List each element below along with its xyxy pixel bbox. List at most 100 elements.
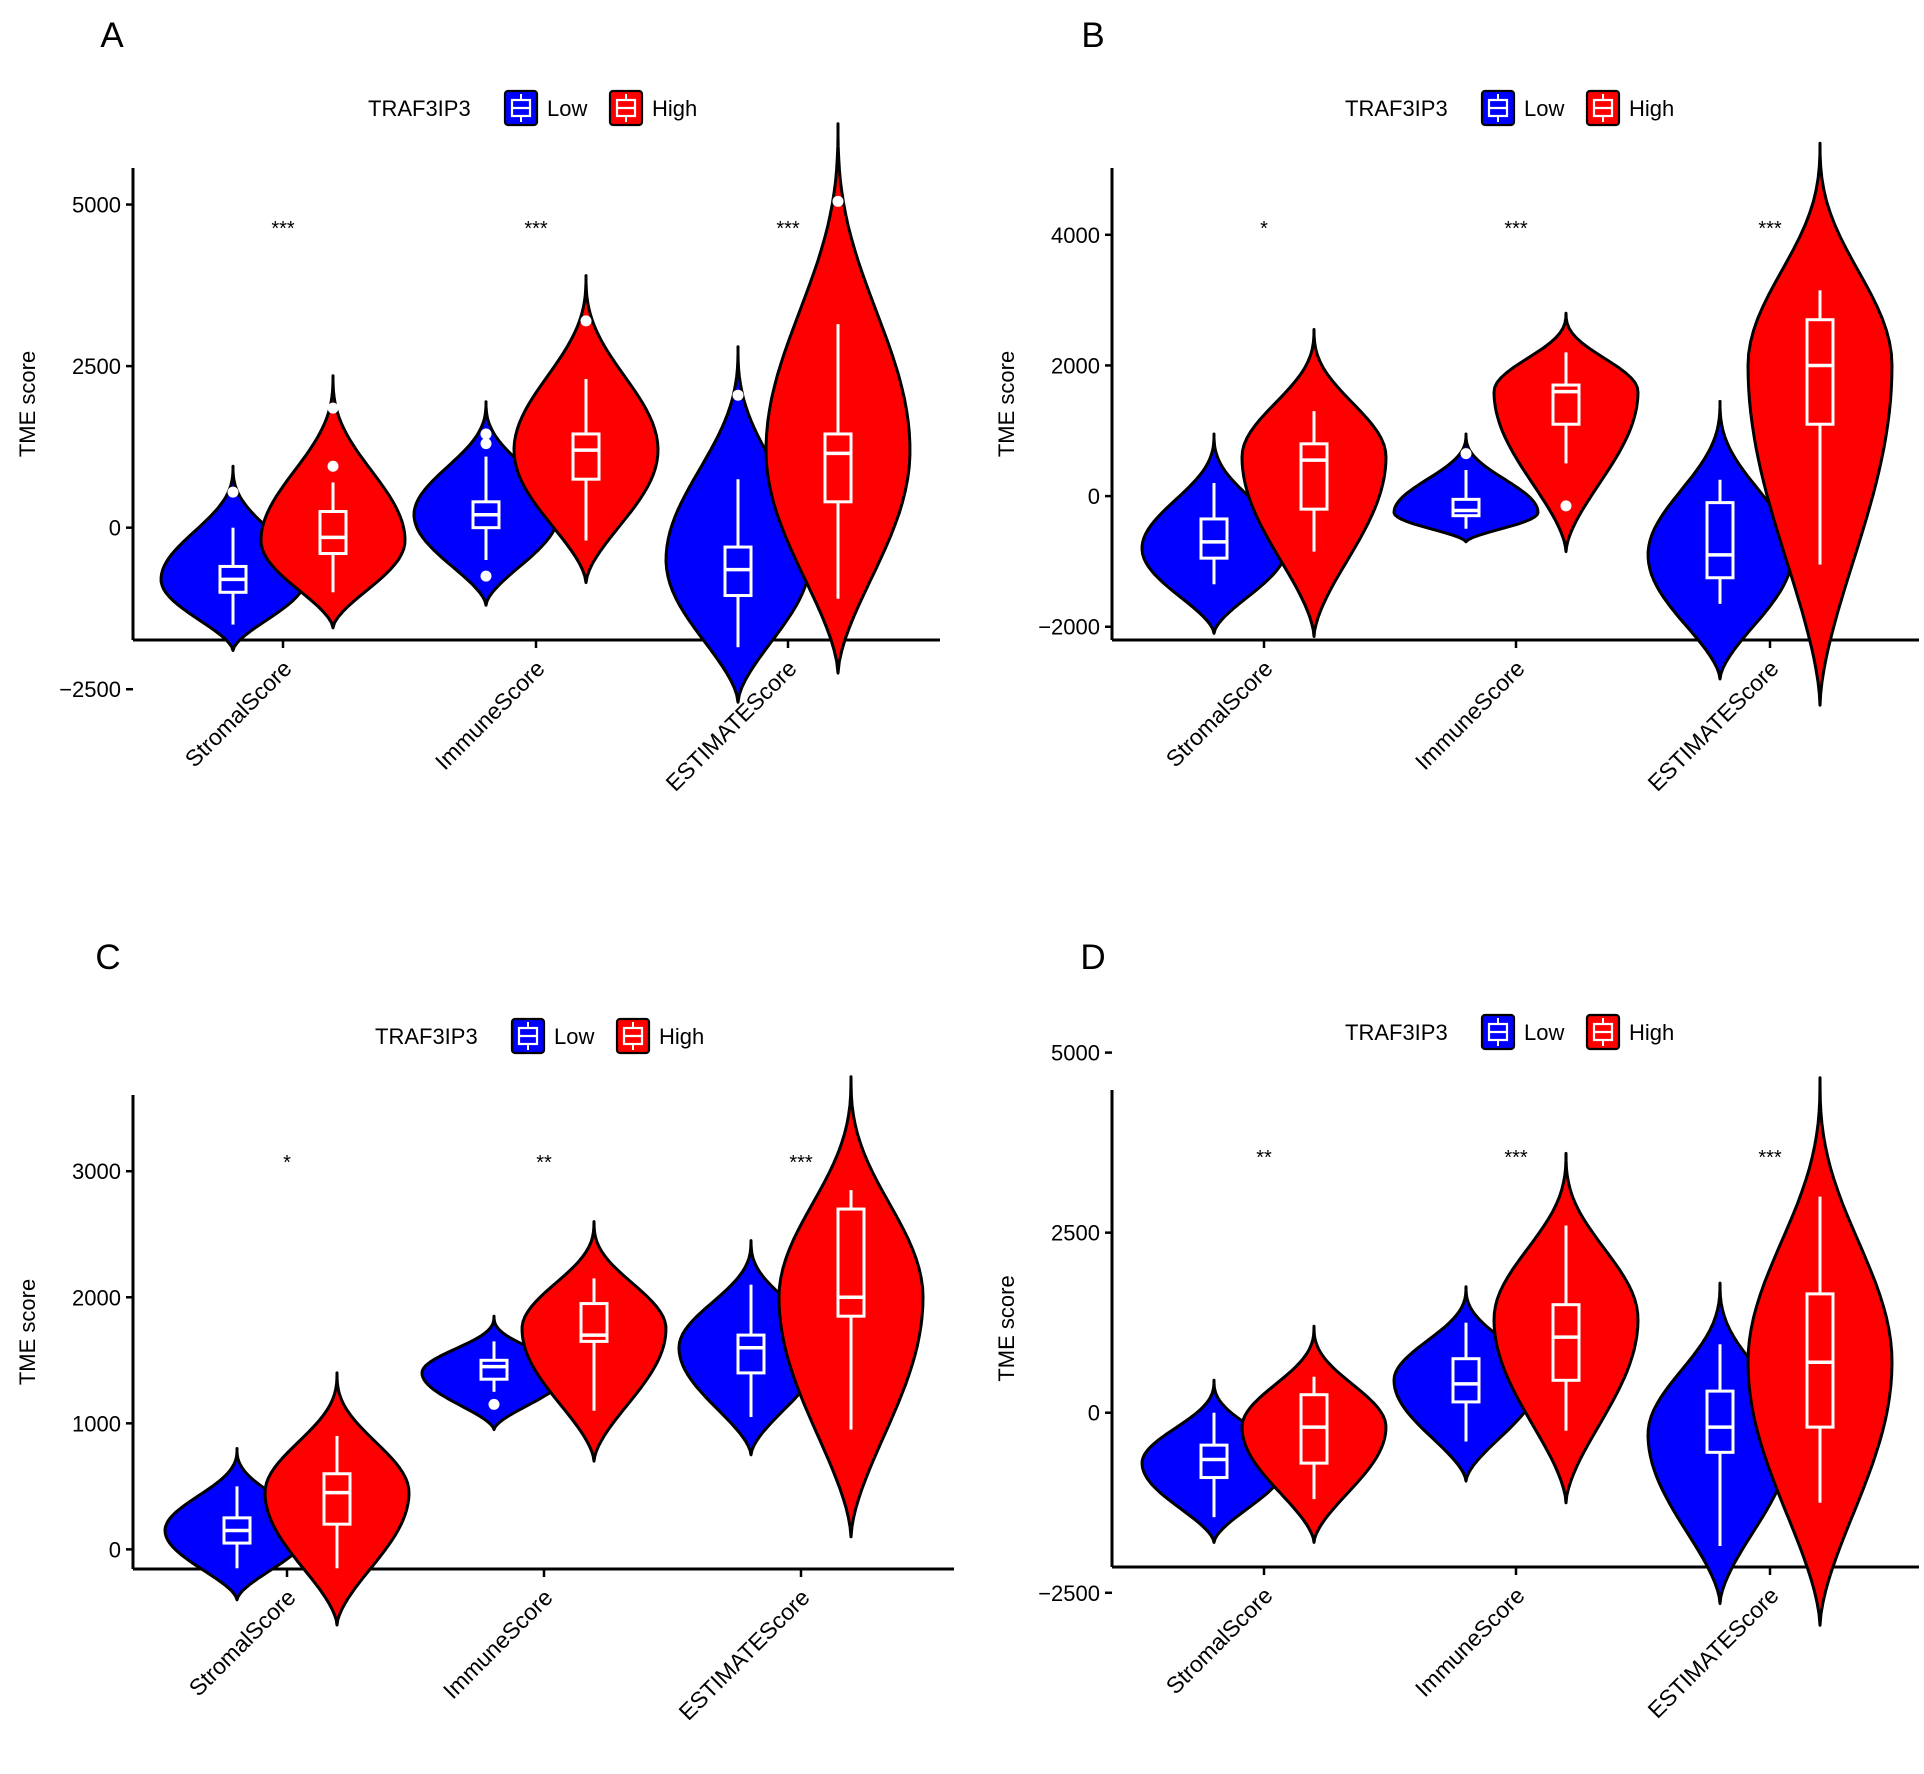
x-tick-label: StromalScore [180, 655, 297, 772]
y-tick-label: −2500 [59, 677, 121, 702]
legend-key-high: High [615, 1017, 704, 1055]
box [579, 1302, 609, 1343]
outlier-point [488, 1398, 500, 1410]
y-axis-title: TME score [15, 351, 40, 457]
panel-label: D [1080, 938, 1105, 977]
violin-shape [1746, 1076, 1894, 1627]
x-tick-label: ImmuneScore [430, 655, 550, 775]
violin-shape [1240, 328, 1388, 638]
x-tick-label: ImmuneScore [438, 1584, 558, 1704]
legend-label: High [659, 1024, 704, 1049]
significance-label: ** [536, 1152, 552, 1174]
panel-label: C [95, 938, 120, 977]
legend-title: TRAF3IP3 [368, 96, 471, 121]
box [1551, 383, 1581, 426]
box [1705, 501, 1735, 580]
legend-key-low: Low [503, 89, 587, 127]
significance-label: * [1260, 218, 1268, 240]
x-tick-label: ESTIMATEScore [674, 1584, 815, 1725]
box [571, 432, 601, 481]
box [736, 1333, 766, 1375]
violin-low [412, 400, 560, 607]
x-tick-label: ImmuneScore [1410, 1582, 1530, 1702]
violin-high [777, 1075, 925, 1539]
violin-high [1746, 141, 1894, 707]
violin-high [259, 374, 407, 630]
panel-label: A [100, 16, 124, 55]
violin-shape [1646, 1281, 1794, 1606]
violin-shape [1140, 432, 1288, 635]
violin-low [1646, 1281, 1794, 1606]
y-tick-label: 5000 [1051, 1041, 1100, 1066]
box [1299, 442, 1329, 511]
legend-title: TRAF3IP3 [1345, 1020, 1448, 1045]
legend-label: High [652, 96, 697, 121]
legend-label: Low [1524, 96, 1564, 121]
y-tick-label: 5000 [72, 193, 121, 218]
violin-low [163, 1447, 311, 1602]
legend-key-high: High [1585, 89, 1674, 127]
outlier-point [327, 402, 339, 414]
violin-shape [1240, 1324, 1388, 1544]
box [1551, 1303, 1581, 1382]
y-tick-label: 4000 [1051, 223, 1100, 248]
x-tick-label: ESTIMATEScore [1643, 655, 1784, 796]
box [318, 510, 348, 556]
y-tick-label: 2500 [72, 354, 121, 379]
legend: TRAF3IP3 Low High [375, 1017, 704, 1055]
significance-label: *** [789, 1152, 813, 1174]
panel-b: B TRAF3IP3 Low High −2000 0 2000 4000 TME score S… [994, 16, 1919, 796]
violin-low [1392, 1285, 1540, 1483]
violin-high [1492, 311, 1640, 554]
x-tick-label: StromalScore [184, 1584, 301, 1701]
box [1805, 318, 1835, 426]
box [1199, 517, 1229, 560]
panel-label: B [1081, 16, 1104, 55]
box [1805, 1292, 1835, 1429]
outlier-point [580, 315, 592, 327]
violin-shape [1140, 1378, 1288, 1544]
violin-high [520, 1220, 668, 1463]
x-tick-label: StromalScore [1161, 1582, 1278, 1699]
box [823, 432, 853, 504]
outlier-point [1560, 500, 1572, 512]
legend-key-high: High [608, 89, 697, 127]
significance-label: *** [776, 218, 800, 240]
y-tick-label: 2500 [1051, 1221, 1100, 1246]
outlier-point [1460, 448, 1472, 460]
y-tick-label: 0 [109, 1537, 121, 1562]
panel-c: C TRAF3IP3 Low High 0 1000 2000 3000 TME score St… [15, 938, 954, 1725]
box [1199, 1443, 1229, 1480]
violin-high [263, 1371, 411, 1627]
legend-label: Low [1524, 1020, 1564, 1045]
outlier-point [832, 195, 844, 207]
legend: TRAF3IP3 Low High [368, 89, 697, 127]
panel-d: D TRAF3IP3 Low High −2500 0 2500 5000 TME score S… [994, 938, 1919, 1723]
outlier-point [732, 389, 744, 401]
violin-high [764, 122, 912, 675]
significance-label: *** [271, 218, 295, 240]
x-tick-label: ESTIMATEScore [1643, 1582, 1784, 1723]
violin-shape [1646, 399, 1794, 681]
legend-title: TRAF3IP3 [1345, 96, 1448, 121]
violin-high [1746, 1076, 1894, 1627]
significance-label: *** [1504, 1147, 1528, 1169]
violin-shape [412, 400, 560, 607]
y-tick-label: 1000 [72, 1411, 121, 1436]
legend: TRAF3IP3 Low High [1345, 1013, 1674, 1051]
significance-label: *** [1758, 218, 1782, 240]
y-tick-label: 2000 [72, 1285, 121, 1310]
box [836, 1207, 866, 1318]
significance-label: ** [1256, 1147, 1272, 1169]
y-tick-label: −2500 [1038, 1581, 1100, 1606]
legend-key-low: Low [1480, 1013, 1564, 1051]
legend-label: High [1629, 96, 1674, 121]
box [1299, 1393, 1329, 1465]
y-tick-label: 0 [1088, 484, 1100, 509]
legend-label: Low [554, 1024, 594, 1049]
panel-a: A TRAF3IP3 Low High −2500 0 2500 5000 TME score S… [15, 16, 940, 796]
violin-high [1492, 1151, 1640, 1505]
legend-key-low: Low [1480, 89, 1564, 127]
significance-label: *** [1504, 218, 1528, 240]
